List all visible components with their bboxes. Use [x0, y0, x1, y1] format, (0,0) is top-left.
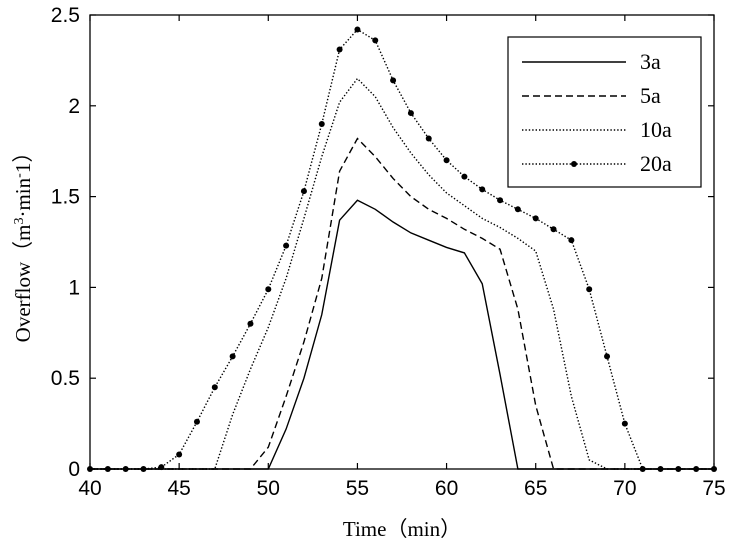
x-axis-label: Time（min） — [343, 517, 461, 541]
data-point-20a — [532, 215, 539, 222]
data-point-20a — [407, 110, 414, 117]
data-point-20a — [586, 286, 593, 293]
data-point-20a — [425, 135, 432, 142]
y-tick-label: 2 — [68, 95, 80, 118]
legend-marker-20a — [571, 161, 577, 167]
legend-label-3a: 3a — [640, 49, 661, 74]
data-point-20a — [193, 418, 200, 425]
y-label-sup-minus: - — [12, 173, 27, 178]
x-tick-label: 40 — [78, 477, 101, 500]
legend-label-20a: 20a — [640, 151, 672, 176]
y-tick-label: 2.5 — [51, 4, 80, 27]
y-label-prefix: Overflow（m — [11, 225, 35, 343]
data-point-20a — [479, 186, 486, 193]
y-axis-label: Overflow（m3·min-1） — [11, 142, 35, 343]
x-tick-label: 50 — [257, 477, 280, 500]
series-line-3a — [90, 199, 714, 470]
y-tick-label: 0.5 — [51, 367, 80, 390]
x-tick-labels: 40 45 50 55 60 65 70 75 — [78, 477, 725, 500]
data-point-20a — [176, 451, 183, 458]
axis-ticks — [89, 14, 715, 470]
x-tick-label: 75 — [702, 477, 725, 500]
x-tick-label: 65 — [524, 477, 547, 500]
data-point-20a — [247, 320, 254, 327]
y-label-sup-3: 3 — [12, 218, 27, 225]
plot-frame — [89, 14, 715, 470]
x-tick-label: 70 — [613, 477, 636, 500]
x-tick-label: 45 — [167, 477, 190, 500]
data-point-20a — [443, 157, 450, 164]
y-tick-label: 0 — [68, 458, 80, 481]
data-point-20a — [300, 188, 307, 195]
data-point-20a — [283, 242, 290, 249]
data-point-20a — [461, 173, 468, 180]
legend: 3a 5a 10a 20a — [507, 36, 702, 188]
y-label-suffix: 1） — [11, 142, 35, 174]
data-point-20a — [568, 237, 575, 244]
data-point-20a — [229, 353, 236, 360]
y-tick-labels: 0 0.5 1 1.5 2 2.5 — [51, 4, 80, 481]
y-tick-label: 1 — [68, 276, 80, 299]
data-point-20a — [550, 226, 557, 233]
y-label-mid: ·min — [11, 177, 35, 217]
series-line-5a — [90, 137, 714, 470]
data-point-20a — [372, 37, 379, 44]
data-point-20a — [514, 206, 521, 213]
data-point-20a — [336, 46, 343, 53]
data-point-20a — [211, 384, 218, 391]
data-point-20a — [265, 286, 272, 293]
data-point-20a — [621, 420, 628, 427]
y-tick-label: 1.5 — [51, 186, 80, 209]
legend-label-10a: 10a — [640, 117, 672, 142]
data-point-20a — [604, 353, 611, 360]
data-point-20a — [318, 120, 325, 127]
data-point-20a — [390, 77, 397, 84]
data-point-20a — [354, 26, 361, 33]
x-tick-label: 55 — [346, 477, 369, 500]
series-line-10a — [90, 77, 714, 470]
legend-label-5a: 5a — [640, 83, 661, 108]
x-tick-label: 60 — [435, 477, 458, 500]
data-point-20a — [497, 197, 504, 204]
